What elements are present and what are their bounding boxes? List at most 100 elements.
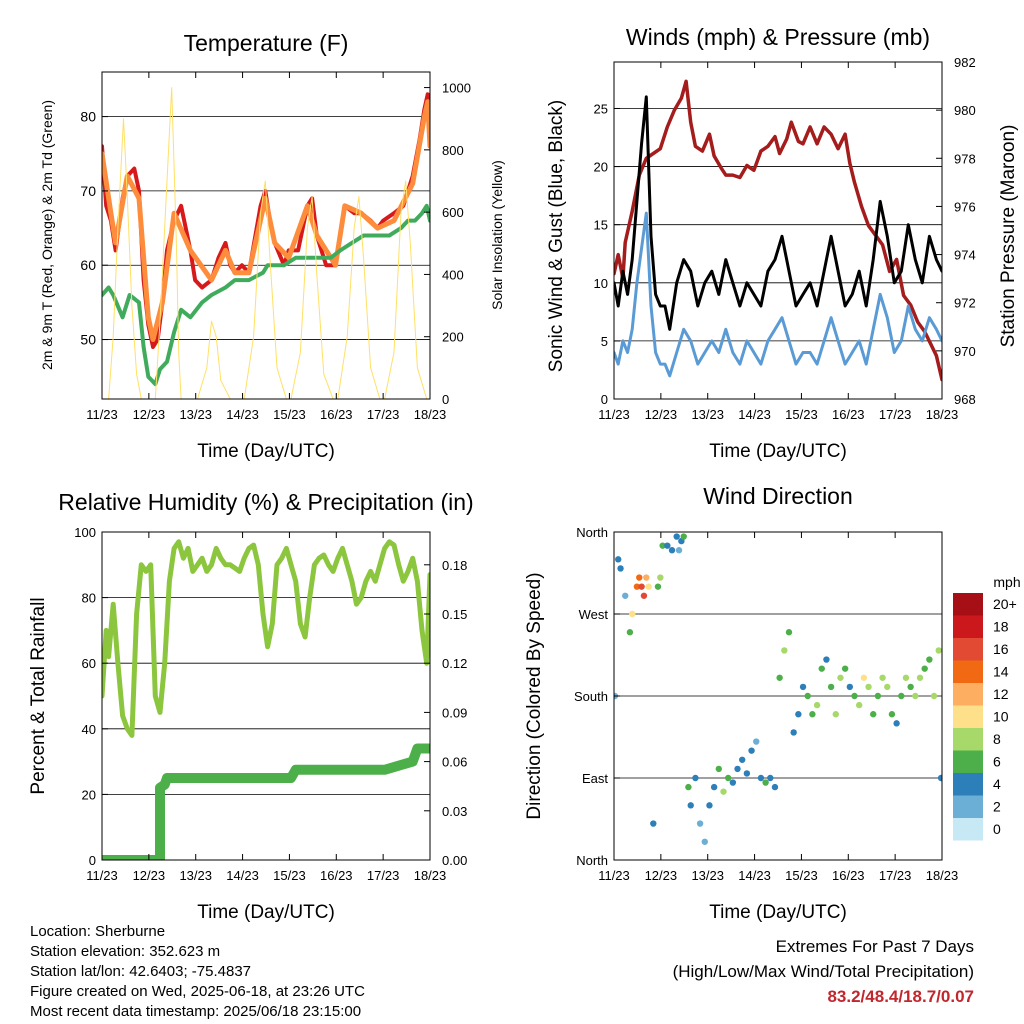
- series-line: [102, 92, 430, 349]
- y-tick-label: 40: [82, 722, 96, 737]
- y-tick-label: 70: [80, 183, 96, 199]
- y-tick-label: 80: [82, 591, 96, 606]
- x-tick-label: 16/23: [832, 407, 865, 422]
- direction-plot-area: [613, 531, 943, 861]
- direction-point: [748, 747, 755, 754]
- y-tick-label: 80: [80, 109, 96, 125]
- direction-point: [781, 647, 788, 654]
- x-tick-label: 13/23: [691, 407, 724, 422]
- colorbar-swatch: [953, 818, 983, 841]
- gridlines: [614, 108, 942, 342]
- winds-panel: Winds (mph) & Pressure (mb) Sonic Wind &…: [546, 24, 1019, 462]
- direction-point: [640, 592, 648, 599]
- x-tick-label: 17/23: [367, 407, 400, 422]
- direction-point: [884, 683, 891, 691]
- direction-point: [902, 674, 910, 681]
- x-tick-label: 12/23: [133, 868, 166, 883]
- direction-point: [636, 574, 643, 581]
- direction-point: [715, 765, 723, 773]
- direction-point: [898, 692, 905, 700]
- y-tick-label: 25: [594, 101, 608, 116]
- direction-point: [706, 802, 713, 809]
- series-line: [614, 211, 942, 378]
- direction-point: [675, 547, 683, 554]
- series-group: [102, 539, 430, 860]
- colorbar-swatch: [953, 728, 983, 751]
- extremes-legend: (High/Low/Max Wind/Total Precipitation): [672, 962, 974, 981]
- y2-tick-label: 974: [954, 248, 976, 263]
- x-tick-label: 18/23: [414, 868, 447, 883]
- direction-point: [813, 701, 821, 709]
- y-tick-label: 60: [82, 656, 96, 671]
- direction-point: [799, 683, 807, 691]
- series-group: [614, 533, 942, 845]
- colorbar-label: 18: [993, 619, 1009, 635]
- direction-point: [685, 783, 692, 791]
- direction-point: [870, 711, 877, 718]
- series-line: [614, 79, 942, 382]
- colorbar-label: 10: [993, 709, 1009, 725]
- direction-point: [638, 583, 645, 590]
- direction-point: [622, 592, 629, 599]
- direction-xlabel: Time (Day/UTC): [709, 902, 847, 923]
- y-tick-label: North: [576, 525, 608, 540]
- y2-tick-label: 970: [954, 344, 976, 359]
- x-tick-label: 16/23: [320, 407, 353, 422]
- direction-point: [837, 674, 844, 681]
- direction-point: [753, 738, 760, 745]
- created-text: Figure created on Wed, 2025-06-18, at 23…: [30, 983, 365, 1000]
- colorbar-label: 4: [993, 776, 1001, 792]
- x-tick-label: 14/23: [738, 407, 771, 422]
- direction-point: [893, 720, 900, 727]
- direction-point: [785, 629, 793, 636]
- humidity-xlabel: Time (Day/UTC): [197, 902, 335, 923]
- x-tick-label: 11/23: [598, 407, 630, 422]
- y2-tick-label: 980: [954, 103, 976, 118]
- y-tick-label: South: [574, 689, 608, 704]
- direction-point: [734, 765, 741, 773]
- direction-point: [804, 692, 811, 700]
- colorbar-swatch: [953, 795, 983, 818]
- temperature-panel: Temperature (F) 2m & 9m T (Red, Orange) …: [39, 30, 505, 462]
- y2-tick-label: 978: [954, 151, 976, 166]
- direction-ylabel-left: Direction (Colored By Speed): [524, 572, 545, 819]
- y-tick-label: 20: [594, 160, 608, 175]
- x-tick-label: 14/23: [738, 868, 771, 883]
- y-tick-label: North: [576, 853, 608, 868]
- colorbar-swatch: [953, 660, 983, 683]
- winds-ylabel-left: Sonic Wind & Gust (Blue, Black): [546, 100, 567, 372]
- x-tick-label: 14/23: [226, 407, 259, 422]
- winds-plot-area: [613, 61, 943, 400]
- x-tick-label: 18/23: [926, 868, 959, 883]
- series-group: [614, 79, 942, 382]
- colorbar-swatch: [953, 705, 983, 728]
- colorbar-label: 20+: [993, 596, 1017, 612]
- elevation-text: Station elevation: 352.623 m: [30, 943, 221, 960]
- y-tick-label: 60: [80, 257, 96, 273]
- x-tick-label: 16/23: [320, 868, 353, 883]
- direction-point: [724, 774, 732, 782]
- direction-point: [767, 774, 774, 782]
- direction-point: [921, 665, 928, 672]
- y2-tick-label: 0.12: [442, 656, 467, 671]
- temperature-xlabel: Time (Day/UTC): [197, 441, 335, 462]
- x-tick-label: 13/23: [691, 868, 724, 883]
- x-tick-label: 12/23: [133, 407, 166, 422]
- direction-point: [692, 774, 699, 782]
- direction-point: [916, 674, 924, 681]
- y-tick-label: 15: [594, 218, 608, 233]
- direction-point: [626, 629, 634, 636]
- y-tick-label: 20: [82, 787, 96, 802]
- y2-tick-label: 0.06: [442, 755, 467, 770]
- temperature-ylabel-left: 2m & 9m T (Red, Orange) & 2m Td (Green): [39, 100, 55, 370]
- direction-point: [841, 665, 849, 672]
- x-tick-label: 13/23: [179, 868, 212, 883]
- y-tick-label: 100: [74, 525, 96, 540]
- direction-title: Wind Direction: [703, 483, 853, 509]
- y2-tick-label: 800: [442, 143, 464, 158]
- y2-tick-label: 400: [442, 267, 464, 282]
- colorbar-label: 2: [993, 799, 1001, 815]
- direction-point: [729, 779, 737, 786]
- series-line: [102, 99, 430, 342]
